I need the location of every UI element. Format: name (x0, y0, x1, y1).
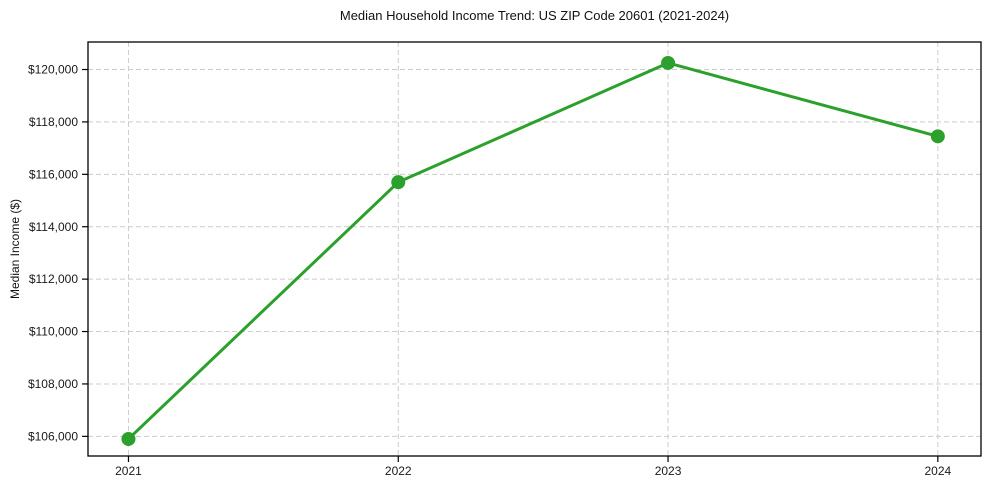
y-tick-label: $110,000 (29, 325, 78, 339)
series-line-median-household-income (126, 61, 940, 441)
y-tick-label: $112,000 (29, 272, 78, 286)
plot-border (87, 41, 982, 457)
x-tick-label: 2023 (655, 464, 682, 478)
data-point-2022 (391, 175, 406, 190)
y-tick-label: $118,000 (29, 115, 78, 129)
y-tick-label: $108,000 (28, 377, 78, 391)
x-tick-label: 2024 (924, 464, 951, 478)
x-tick-label: 2022 (385, 464, 412, 478)
y-tick-label: $120,000 (28, 63, 78, 77)
y-tick-label: $106,000 (28, 429, 78, 443)
y-tick-label: $116,000 (29, 167, 78, 181)
y-tick-label: $114,000 (29, 220, 78, 234)
chart-title: Median Household Income Trend: US ZIP Co… (339, 8, 730, 23)
x-tick-label: 2021 (115, 464, 142, 478)
data-point-2021 (121, 431, 136, 446)
data-point-2023 (661, 55, 676, 70)
data-point-2024 (930, 129, 945, 144)
